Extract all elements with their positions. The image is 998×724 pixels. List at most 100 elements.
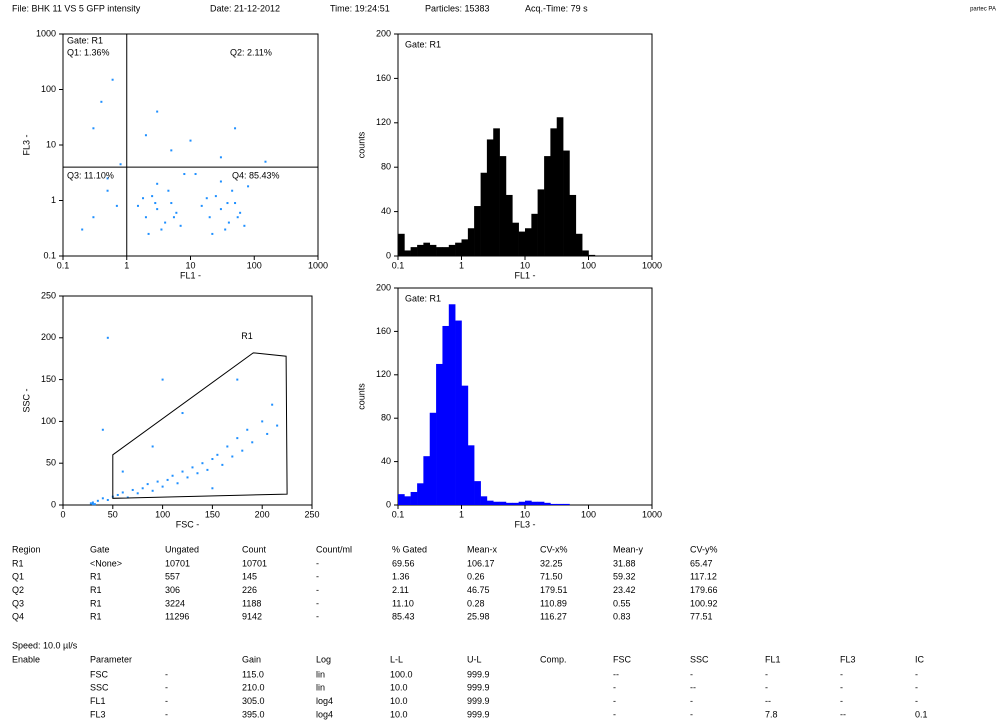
histogram-bar	[563, 503, 570, 505]
dot	[146, 483, 149, 486]
histogram-bar	[417, 244, 424, 256]
y-tick-label: 100	[41, 416, 56, 426]
dot	[151, 489, 154, 492]
parameter-cell: 999.9	[467, 669, 490, 679]
parameter-header: Parameter	[90, 654, 132, 664]
histogram-bar	[486, 500, 494, 505]
region-cell: 179.51	[540, 585, 568, 595]
histogram-bar	[493, 501, 500, 505]
dot	[176, 482, 179, 485]
histogram-bar	[544, 156, 551, 256]
histogram-bar	[448, 244, 456, 256]
x-tick-label: 10	[185, 260, 195, 270]
histogram-bar	[582, 250, 589, 256]
parameter-header: FL1	[765, 654, 781, 664]
parameter-cell: 395.0	[242, 709, 265, 719]
y-tick-label: 100	[41, 84, 56, 94]
y-tick-label: 120	[376, 369, 391, 379]
dot	[156, 208, 159, 211]
region-cell: Q2	[12, 585, 24, 595]
parameter-cell: -	[840, 669, 843, 679]
dot	[161, 485, 164, 488]
y-tick-label: 0	[386, 499, 391, 509]
x-tick-label: 1000	[642, 260, 662, 270]
parameter-cell: -	[690, 696, 693, 706]
parameter-cell: 115.0	[242, 669, 264, 679]
histogram-bar	[467, 445, 475, 505]
x-tick-label: 1	[459, 509, 464, 519]
dot	[211, 458, 214, 461]
parameter-cell: 10.0	[390, 683, 408, 693]
parameter-header: U-L	[467, 654, 482, 664]
plot-frame	[62, 33, 319, 257]
parameter-header: Gain	[242, 654, 261, 664]
region-cell: 77.51	[690, 612, 713, 622]
parameter-header: Comp.	[540, 654, 567, 664]
dot	[136, 492, 139, 495]
x-tick-label: 100	[247, 260, 262, 270]
histogram-bar	[417, 483, 424, 505]
parameter-cell: 999.9	[467, 683, 490, 693]
x-tick-label: 100	[581, 260, 596, 270]
dot	[239, 211, 242, 214]
parameter-cell: --	[613, 669, 619, 679]
dot	[211, 232, 214, 235]
histogram-bar	[480, 496, 488, 505]
region-cell: 25.98	[467, 612, 490, 622]
x-tick-label: 50	[108, 509, 118, 519]
dot	[266, 432, 269, 435]
region-cell: 10701	[242, 558, 267, 568]
date: Date: 21-12-2012	[210, 3, 280, 13]
parameter-cell: 10.0	[390, 696, 408, 706]
y-tick-label: 250	[41, 290, 56, 300]
histogram-bar	[544, 502, 551, 505]
parameter-cell: -	[613, 696, 616, 706]
parameter-cell: -	[613, 709, 616, 719]
dot	[164, 221, 167, 224]
region-cell: R1	[90, 598, 102, 608]
region-cell: 116.27	[540, 612, 567, 622]
dot	[151, 195, 154, 198]
region-cell: 0.26	[467, 572, 485, 582]
histogram-bar	[537, 501, 545, 505]
histogram-bar	[505, 194, 513, 256]
y-tick-label: 40	[381, 206, 391, 216]
particles: Particles: 15383	[425, 3, 490, 13]
histogram-bar	[486, 139, 494, 256]
y-tick-label: 1	[51, 195, 56, 205]
y-tick-label: 80	[381, 413, 391, 423]
annotation: Q1: 1.36%	[67, 47, 110, 57]
dot	[100, 100, 103, 103]
histogram-bar	[499, 156, 507, 256]
region-header: Mean-y	[613, 544, 644, 554]
histogram-bar	[429, 412, 437, 505]
histogram-bar	[525, 228, 532, 256]
histogram-bar	[423, 242, 431, 256]
histogram-bar	[531, 501, 538, 505]
y-tick-label: 0	[386, 250, 391, 260]
dot	[121, 491, 124, 494]
x-tick-label: 200	[255, 509, 270, 519]
region-cell: R1	[90, 572, 102, 582]
dot	[89, 502, 92, 505]
dot	[161, 378, 164, 381]
parameter-cell: -	[840, 683, 843, 693]
region-cell: 69.56	[392, 558, 415, 568]
dot	[179, 224, 182, 227]
region-cell: -	[316, 598, 319, 608]
parameter-cell: --	[690, 683, 696, 693]
dot	[221, 463, 224, 466]
x-tick-label: 0.1	[392, 260, 405, 270]
region-cell: -	[316, 572, 319, 582]
dot	[106, 177, 109, 180]
histogram-bar	[436, 363, 443, 505]
dot	[246, 428, 249, 431]
region-cell: 0.28	[467, 598, 485, 608]
y-tick-label: 160	[376, 326, 391, 336]
region-cell: 23.42	[613, 585, 636, 595]
y-tick-label: 0	[51, 499, 56, 509]
annotation: Q3: 11.10%	[67, 170, 114, 180]
region-cell: R1	[90, 612, 102, 622]
y-tick-label: 150	[41, 374, 56, 384]
parameter-cell: -	[765, 683, 768, 693]
